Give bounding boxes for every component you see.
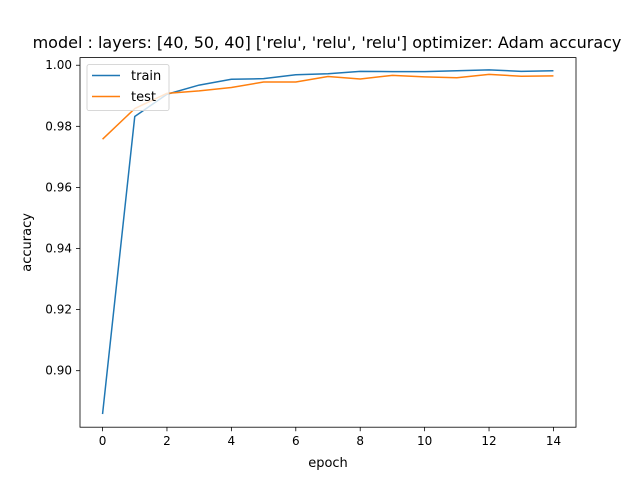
y-tick-label: 0.94	[45, 242, 72, 256]
plot-area	[79, 57, 577, 428]
x-tick-label: 4	[228, 434, 236, 448]
y-tick-label: 0.90	[45, 364, 72, 378]
series-line-train	[101, 69, 554, 415]
series-line-test	[102, 73, 554, 140]
x-tick-label: 12	[481, 434, 496, 448]
x-tick-label: 6	[292, 434, 300, 448]
series-lines	[101, 69, 554, 415]
y-axis: 0.90 0.92 0.94 0.96 0.98 1.00	[45, 58, 80, 378]
x-tick-label: 0	[99, 434, 107, 448]
x-axis: 0 2 4 6 8 10 12 14	[99, 427, 561, 448]
x-tick-label: 2	[163, 434, 171, 448]
x-axis-label: epoch	[308, 456, 348, 471]
x-tick-label: 10	[417, 434, 432, 448]
y-axis-label: accuracy	[20, 213, 35, 272]
x-tick-label: 14	[546, 434, 561, 448]
y-tick-label: 0.92	[45, 303, 72, 317]
chart-title: model : layers: [40, 50, 40] ['relu', 'r…	[33, 33, 622, 52]
legend: train test	[86, 64, 170, 111]
y-tick-label: 1.00	[45, 58, 72, 72]
y-tick-label: 0.98	[45, 119, 72, 133]
x-tick-label: 8	[356, 434, 364, 448]
legend-label-test: test	[131, 90, 156, 105]
y-tick-label: 0.96	[45, 180, 72, 194]
legend-label-train: train	[131, 69, 161, 84]
